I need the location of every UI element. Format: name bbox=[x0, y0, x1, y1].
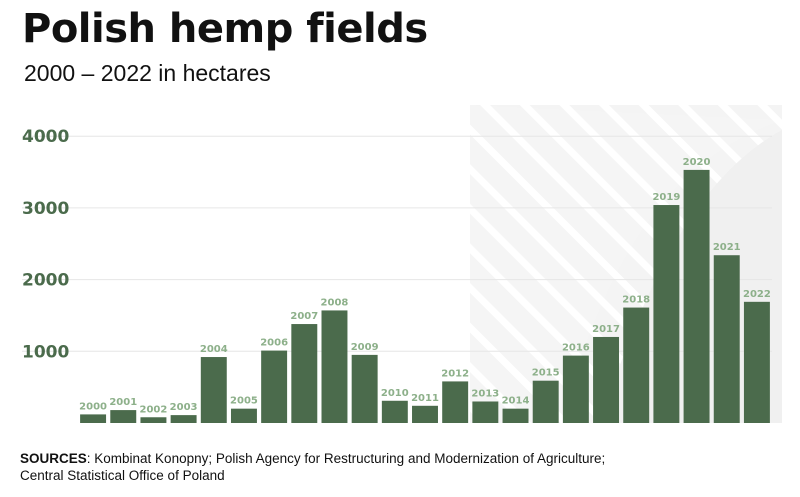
bar-2007 bbox=[291, 324, 318, 423]
bar-2010 bbox=[381, 400, 408, 423]
y-axis: 1000 2000 3000 4000 bbox=[22, 127, 69, 362]
y-tick-label-1000: 1000 bbox=[22, 342, 69, 362]
y-tick-label-3000: 3000 bbox=[22, 199, 69, 219]
bar-label-2005: 2005 bbox=[230, 396, 258, 407]
bar-label-2000: 2000 bbox=[79, 401, 107, 412]
bar-2011 bbox=[412, 405, 438, 423]
bar-label-2016: 2016 bbox=[562, 343, 590, 354]
chart-subtitle: 2000 – 2022 in hectares bbox=[24, 60, 271, 86]
y-tick-label-2000: 2000 bbox=[22, 271, 69, 291]
bar-2005 bbox=[230, 408, 257, 423]
bar-label-2020: 2020 bbox=[683, 157, 711, 168]
bar-2006 bbox=[261, 350, 288, 423]
bar-label-2002: 2002 bbox=[140, 404, 168, 415]
bar-2022 bbox=[743, 301, 770, 423]
bar-label-2014: 2014 bbox=[502, 396, 530, 407]
bar-2021 bbox=[713, 255, 740, 423]
bar-label-2017: 2017 bbox=[592, 324, 620, 335]
bar-2017 bbox=[593, 336, 620, 423]
bar-2012 bbox=[442, 381, 469, 423]
bar-label-2015: 2015 bbox=[532, 368, 560, 379]
bar-2018 bbox=[623, 307, 650, 423]
sources-note: SOURCES: Kombinat Konopny; Polish Agency… bbox=[20, 450, 780, 484]
sources-label: SOURCES bbox=[20, 451, 87, 466]
bar-label-2001: 2001 bbox=[109, 397, 137, 408]
bar-label-2010: 2010 bbox=[381, 388, 409, 399]
bar-label-2018: 2018 bbox=[622, 295, 650, 306]
sources-text-line2: Central Statistical Office of Poland bbox=[20, 468, 225, 483]
y-tick-label-4000: 4000 bbox=[22, 127, 69, 147]
bar-label-2012: 2012 bbox=[441, 368, 469, 379]
bar-2002 bbox=[140, 417, 167, 423]
bar-2013 bbox=[472, 401, 499, 423]
chart-title: Polish hemp fields bbox=[22, 6, 428, 52]
bar-label-2021: 2021 bbox=[713, 242, 741, 253]
bar-label-2007: 2007 bbox=[290, 311, 318, 322]
bar-label-2019: 2019 bbox=[652, 192, 680, 203]
bar-2001 bbox=[110, 410, 137, 423]
bar-label-2011: 2011 bbox=[411, 393, 439, 404]
bar-label-2004: 2004 bbox=[200, 344, 228, 355]
bars bbox=[80, 169, 770, 423]
bar-2016 bbox=[562, 355, 589, 423]
bar-2003 bbox=[170, 415, 197, 423]
bar-2004 bbox=[200, 357, 227, 423]
bar-label-2022: 2022 bbox=[743, 289, 771, 300]
bar-label-2003: 2003 bbox=[170, 402, 198, 413]
bar-label-2006: 2006 bbox=[260, 338, 288, 349]
bar-2014 bbox=[502, 408, 529, 423]
bar-2019 bbox=[653, 205, 680, 423]
bar-2020 bbox=[683, 169, 710, 423]
chart-area: 1000 2000 3000 4000 2000 2001 2002 2003 2004 200… bbox=[0, 100, 800, 430]
bar-2009 bbox=[351, 354, 378, 423]
bar-label-2008: 2008 bbox=[321, 297, 349, 308]
bar-2015 bbox=[532, 380, 559, 423]
bar-label-2013: 2013 bbox=[471, 388, 499, 399]
bar-2008 bbox=[321, 310, 348, 423]
bar-2000 bbox=[80, 414, 107, 423]
sources-text: : Kombinat Konopny; Polish Agency for Re… bbox=[86, 451, 606, 466]
bar-label-2009: 2009 bbox=[351, 342, 379, 353]
